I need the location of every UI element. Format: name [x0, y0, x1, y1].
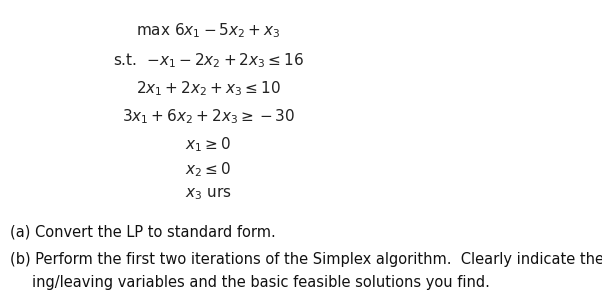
Text: $2x_1 + 2x_2 + x_3 \leq 10$: $2x_1 + 2x_2 + x_3 \leq 10$ [136, 79, 281, 98]
Text: (b) Perform the first two iterations of the Simplex algorithm.  Clearly indicate: (b) Perform the first two iterations of … [10, 252, 602, 267]
Text: $x_1 \geq 0$: $x_1 \geq 0$ [185, 135, 231, 154]
Text: s.t.  $-x_1 - 2x_2 + 2x_3 \leq 16$: s.t. $-x_1 - 2x_2 + 2x_3 \leq 16$ [113, 52, 304, 70]
Text: max $6x_1 - 5x_2 + x_3$: max $6x_1 - 5x_2 + x_3$ [136, 21, 281, 40]
Text: (a) Convert the LP to standard form.: (a) Convert the LP to standard form. [10, 224, 276, 239]
Text: $x_2 \leq 0$: $x_2 \leq 0$ [185, 160, 231, 179]
Text: $x_3$ urs: $x_3$ urs [185, 185, 232, 202]
Text: ing/leaving variables and the basic feasible solutions you find.: ing/leaving variables and the basic feas… [33, 274, 490, 290]
Text: $3x_1 + 6x_2 + 2x_3 \geq -30$: $3x_1 + 6x_2 + 2x_3 \geq -30$ [122, 107, 295, 126]
